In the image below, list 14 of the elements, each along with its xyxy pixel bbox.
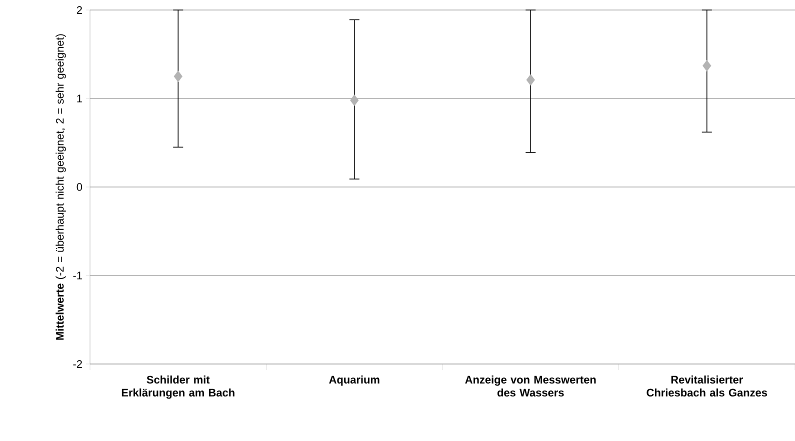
point bbox=[174, 70, 182, 82]
y-tick-label: 2 bbox=[76, 6, 82, 14]
point bbox=[702, 60, 712, 72]
x-tick-label: Anzeige von Messwerten des Wassers bbox=[465, 376, 596, 397]
x-tick-label: Schilder mit Erklärungen am Bach bbox=[122, 376, 234, 399]
point bbox=[526, 74, 535, 86]
y-tick-label: 1 bbox=[77, 94, 82, 102]
y-axis-title: Mittelwerte (-2 = überhaupt nicht geeignet, 2 = sehr geeignet) bbox=[56, 34, 66, 340]
y-tick-label: -1 bbox=[73, 272, 82, 280]
x-tick-label: Aquarium bbox=[329, 376, 380, 386]
point bbox=[350, 94, 359, 106]
y-tick-label: 0 bbox=[76, 183, 82, 191]
x-tick-label: Revitalisierter Chriesbach als Ganzes bbox=[646, 376, 768, 397]
y-tick-label: -2 bbox=[73, 360, 82, 368]
